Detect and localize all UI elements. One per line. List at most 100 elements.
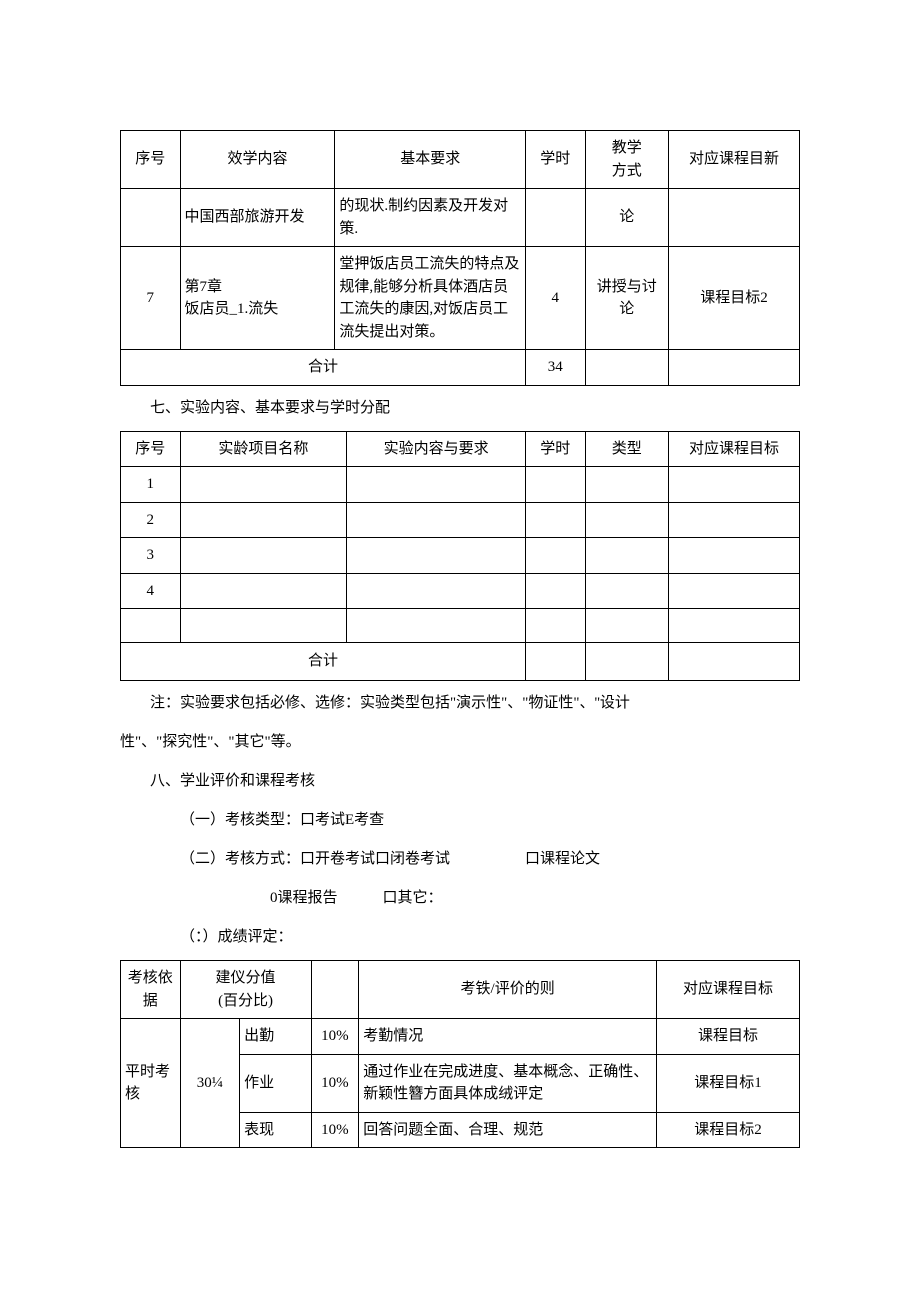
cell-empty <box>347 467 526 503</box>
cell-empty <box>525 573 585 609</box>
cell-req: 的现状.制约因素及开发对策. <box>335 189 526 247</box>
cell-rule: 通过作业在完成进度、基本概念、正确性、新颖性簪方面具体成绒评定 <box>359 1054 657 1112</box>
table-row: 1 <box>121 467 800 503</box>
cell-rule: 考勤情况 <box>359 1019 657 1055</box>
cell-empty <box>585 350 668 386</box>
th-score: 建仪分值(百分比) <box>180 961 311 1019</box>
th-rule: 考铁/评价的则 <box>359 961 657 1019</box>
cell-empty <box>525 643 585 681</box>
cell-empty <box>180 573 347 609</box>
cell-empty <box>585 609 668 643</box>
experiment-table: 序号 实龄项目名称 实验内容与要求 学时 类型 对应课程目标 1 2 3 4 <box>120 431 800 682</box>
section-8-title: 八、学业评价和课程考核 <box>120 765 800 798</box>
cell-seq <box>121 609 181 643</box>
cell-empty <box>525 467 585 503</box>
cell-empty <box>180 609 347 643</box>
teaching-content-table: 序号 效学内容 基本要求 学时 教学方式 对应课程目新 中国西部旅游开发 的现状… <box>120 130 800 386</box>
cell-total-label: 合计 <box>121 643 526 681</box>
cell-empty <box>525 538 585 574</box>
cell-item: 表现 <box>240 1112 311 1148</box>
cell-hours: 4 <box>526 247 586 350</box>
cell-mode: 论 <box>585 189 668 247</box>
cell-empty <box>347 609 526 643</box>
cell-content: 第7章饭店员_1.流失 <box>180 247 335 350</box>
cell-seq: 3 <box>121 538 181 574</box>
cell-target: 课程目标 <box>657 1019 800 1055</box>
assess-method-cont: 0课程报告 口其它： <box>120 882 800 915</box>
cell-empty <box>585 502 668 538</box>
table-row: 3 <box>121 538 800 574</box>
table-header-row: 序号 实龄项目名称 实验内容与要求 学时 类型 对应课程目标 <box>121 431 800 467</box>
cell-empty <box>668 467 799 503</box>
cell-total-label: 合计 <box>121 350 526 386</box>
table-row: 2 <box>121 502 800 538</box>
table-row <box>121 609 800 643</box>
cell-empty <box>525 609 585 643</box>
cell-pct: 10% <box>311 1054 359 1112</box>
cell-empty <box>668 350 799 386</box>
page: 序号 效学内容 基本要求 学时 教学方式 对应课程目新 中国西部旅游开发 的现状… <box>0 0 920 1278</box>
cell-empty <box>347 573 526 609</box>
section-7-title: 七、实验内容、基本要求与学时分配 <box>120 392 800 425</box>
cell-pct: 10% <box>311 1112 359 1148</box>
th-mode: 教学方式 <box>585 131 668 189</box>
table-header-row: 序号 效学内容 基本要求 学时 教学方式 对应课程目新 <box>121 131 800 189</box>
th-target: 对应课程目新 <box>668 131 799 189</box>
cell-target <box>668 189 799 247</box>
th-seq: 序号 <box>121 431 181 467</box>
assessment-table: 考核依据 建仪分值(百分比) 考铁/评价的则 对应课程目标 平时考核 30¼ 出… <box>120 960 800 1148</box>
note-line-2: 性"、"探究性"、"其它"等。 <box>120 726 800 759</box>
cell-empty <box>668 502 799 538</box>
cell-group-pct: 30¼ <box>180 1019 240 1148</box>
cell-group-label: 平时考核 <box>121 1019 181 1148</box>
cell-empty <box>585 573 668 609</box>
table-row: 4 <box>121 573 800 609</box>
cell-hours <box>526 189 586 247</box>
score-determination: （：）成绩评定： <box>120 921 800 954</box>
th-req: 实验内容与要求 <box>347 431 526 467</box>
cell-item: 作业 <box>240 1054 311 1112</box>
table-row: 中国西部旅游开发 的现状.制约因素及开发对策. 论 <box>121 189 800 247</box>
cell-target: 课程目标1 <box>657 1054 800 1112</box>
cell-pct: 10% <box>311 1019 359 1055</box>
cell-empty <box>585 538 668 574</box>
cell-rule: 回答问题全面、合理、规范 <box>359 1112 657 1148</box>
th-seq: 序号 <box>121 131 181 189</box>
th-content: 效学内容 <box>180 131 335 189</box>
table-total-row: 合计 <box>121 643 800 681</box>
assess-method: （二）考核方式：口开卷考试口闭卷考试 口课程论文 <box>120 843 800 876</box>
cell-target: 课程目标2 <box>657 1112 800 1148</box>
cell-total-hours: 34 <box>526 350 586 386</box>
cell-seq: 1 <box>121 467 181 503</box>
th-hours: 学时 <box>526 131 586 189</box>
cell-seq: 2 <box>121 502 181 538</box>
table-row: 平时考核 30¼ 出勤 10% 考勤情况 课程目标 <box>121 1019 800 1055</box>
cell-seq: 4 <box>121 573 181 609</box>
th-basis: 考核依据 <box>121 961 181 1019</box>
cell-empty <box>525 502 585 538</box>
cell-item: 出勤 <box>240 1019 311 1055</box>
th-type: 类型 <box>585 431 668 467</box>
cell-mode: 讲授与讨论 <box>585 247 668 350</box>
cell-req: 堂押饭店员工流失的特点及规律,能够分析具体酒店员工流失的康因,对饭店员工流失提出… <box>335 247 526 350</box>
cell-empty <box>668 609 799 643</box>
th-req: 基本要求 <box>335 131 526 189</box>
cell-seq <box>121 189 181 247</box>
cell-target: 课程目标2 <box>668 247 799 350</box>
assess-type: （一）考核类型：口考试E考查 <box>120 804 800 837</box>
cell-empty <box>585 467 668 503</box>
th-target: 对应课程目标 <box>657 961 800 1019</box>
note-line-1: 注：实验要求包括必修、选修：实验类型包括"演示性"、"物证性"、''设计 <box>120 687 800 720</box>
cell-empty <box>180 538 347 574</box>
th-name: 实龄项目名称 <box>180 431 347 467</box>
cell-empty <box>668 643 799 681</box>
table-total-row: 合计 34 <box>121 350 800 386</box>
table-row: 7 第7章饭店员_1.流失 堂押饭店员工流失的特点及规律,能够分析具体酒店员工流… <box>121 247 800 350</box>
cell-empty <box>180 467 347 503</box>
cell-empty <box>668 573 799 609</box>
cell-empty <box>668 538 799 574</box>
cell-empty <box>585 643 668 681</box>
cell-content: 中国西部旅游开发 <box>180 189 335 247</box>
th-empty <box>311 961 359 1019</box>
th-hours: 学时 <box>525 431 585 467</box>
